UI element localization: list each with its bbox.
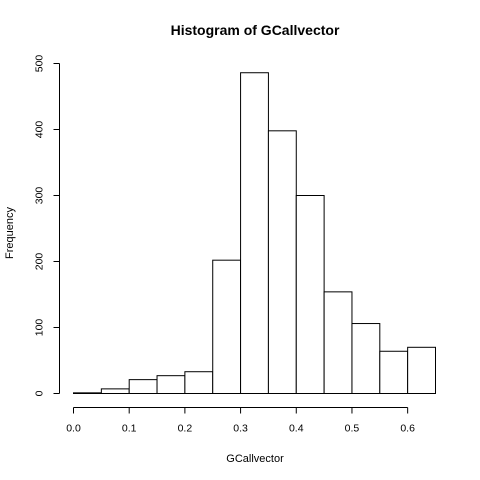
- x-tick-label: 0.5: [345, 423, 360, 435]
- histogram-bar: [351, 323, 381, 395]
- x-tick-label: 0.3: [233, 423, 248, 435]
- chart-title: Histogram of GCallvector: [171, 22, 340, 38]
- x-axis-label: GCallvector: [226, 453, 284, 465]
- y-axis-label: Frequency: [4, 207, 16, 259]
- x-tick-label: 0.2: [178, 423, 193, 435]
- x-tick-label: 0.4: [289, 423, 304, 435]
- histogram-bar: [323, 291, 353, 394]
- histogram-bar: [267, 130, 297, 394]
- histogram-bar: [407, 346, 436, 394]
- y-tick-label: 300: [34, 187, 46, 205]
- x-tick-label: 0.6: [400, 423, 415, 435]
- histogram-bar: [128, 379, 158, 395]
- x-axis: 0.0 0.1 0.2 0.3 0.4 0.5 0.6: [66, 407, 415, 435]
- histogram-bar: [379, 350, 409, 395]
- y-tick-label: 500: [34, 55, 46, 73]
- bars-group: [73, 72, 436, 395]
- histogram-bar: [212, 259, 242, 394]
- histogram-bar: [156, 375, 186, 394]
- y-tick-label: 400: [34, 121, 46, 139]
- histogram-bar: [184, 371, 214, 395]
- y-tick-label: 100: [34, 319, 46, 337]
- histogram-bar: [73, 392, 102, 394]
- histogram-bar: [100, 388, 130, 395]
- y-tick-label: 0: [34, 390, 46, 396]
- x-tick-label: 0.0: [66, 423, 81, 435]
- x-tick-label: 0.1: [122, 423, 137, 435]
- histogram-bar: [240, 72, 269, 395]
- y-axis: 0 100 200 300 400 500: [34, 55, 60, 396]
- histogram-bar: [295, 195, 325, 394]
- y-tick-label: 200: [34, 253, 46, 271]
